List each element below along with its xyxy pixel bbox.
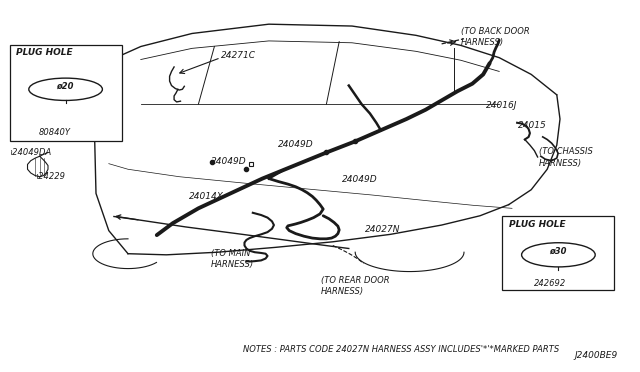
Text: (TO BACK DOOR
HARNESS): (TO BACK DOOR HARNESS): [461, 26, 529, 46]
Bar: [502, 216, 614, 290]
Text: PLUG HOLE: PLUG HOLE: [509, 220, 565, 229]
Text: 24049D: 24049D: [211, 157, 247, 166]
Text: 24027N: 24027N: [365, 225, 400, 234]
Text: (TO MAIN
HARNESS): (TO MAIN HARNESS): [211, 249, 254, 269]
Text: PLUG HOLE: PLUG HOLE: [16, 48, 72, 57]
Text: (TO REAR DOOR
HARNESS): (TO REAR DOOR HARNESS): [321, 276, 390, 296]
Text: 24049D: 24049D: [278, 140, 314, 149]
Text: ø20: ø20: [56, 81, 74, 90]
Text: (TO CHASSIS
HARNESS): (TO CHASSIS HARNESS): [539, 147, 593, 167]
Text: NOTES : PARTS CODE 24027N HARNESS ASSY INCLUDES'*'*MARKED PARTS: NOTES : PARTS CODE 24027N HARNESS ASSY I…: [243, 344, 559, 353]
Text: 24014X: 24014X: [189, 192, 223, 201]
Text: 24049D: 24049D: [342, 175, 378, 184]
Text: 24016J: 24016J: [486, 101, 518, 110]
Text: 242692: 242692: [534, 279, 566, 288]
Text: ≀24049DA: ≀24049DA: [10, 148, 52, 157]
Text: J2400BE9: J2400BE9: [574, 351, 618, 360]
Bar: [10, 45, 122, 141]
Text: ø30: ø30: [549, 247, 566, 256]
Text: 24271C: 24271C: [221, 51, 256, 60]
Text: 24015: 24015: [518, 121, 547, 130]
Text: ≀24229: ≀24229: [35, 171, 65, 180]
Text: 80840Y: 80840Y: [38, 128, 70, 137]
